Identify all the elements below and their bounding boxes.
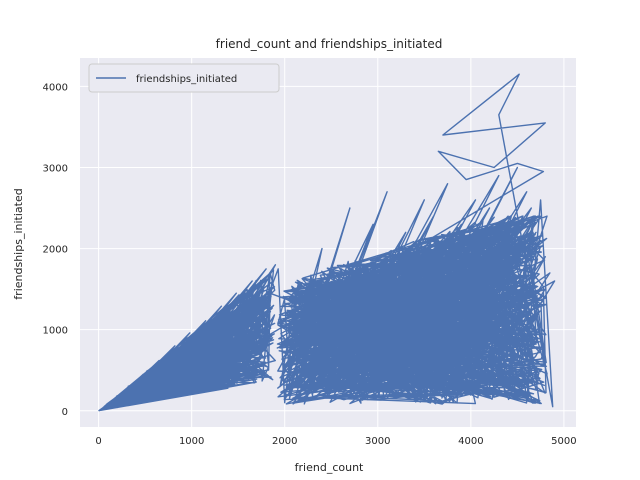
y-tick-label: 4000 [43,82,68,93]
x-tick-labels: 0 1000 2000 3000 4000 5000 [95,436,576,447]
legend-label-friendships-initiated: friendships_initiated [136,74,237,85]
x-tick-label: 1000 [179,436,204,447]
legend-box [88,63,280,93]
y-tick-labels: 0 1000 2000 3000 4000 [43,82,68,417]
x-tick-label: 0 [95,436,101,447]
y-tick-label: 2000 [43,245,68,256]
legend: friendships_initiated [88,63,280,93]
y-tick-label: 0 [62,407,68,418]
series-line-friendships-initiated [98,73,556,412]
x-tick-label: 2000 [272,436,297,447]
x-tick-label: 5000 [551,436,576,447]
y-tick-label: 3000 [43,163,68,174]
x-tick-label: 4000 [458,436,483,447]
series-lines [98,73,556,412]
y-axis-label: friendships_initiated [12,188,25,299]
y-tick-label: 1000 [43,326,68,337]
x-axis-label: friend_count [295,461,364,474]
x-tick-label: 3000 [365,436,390,447]
chart-title: friend_count and friendships_initiated [216,37,443,51]
